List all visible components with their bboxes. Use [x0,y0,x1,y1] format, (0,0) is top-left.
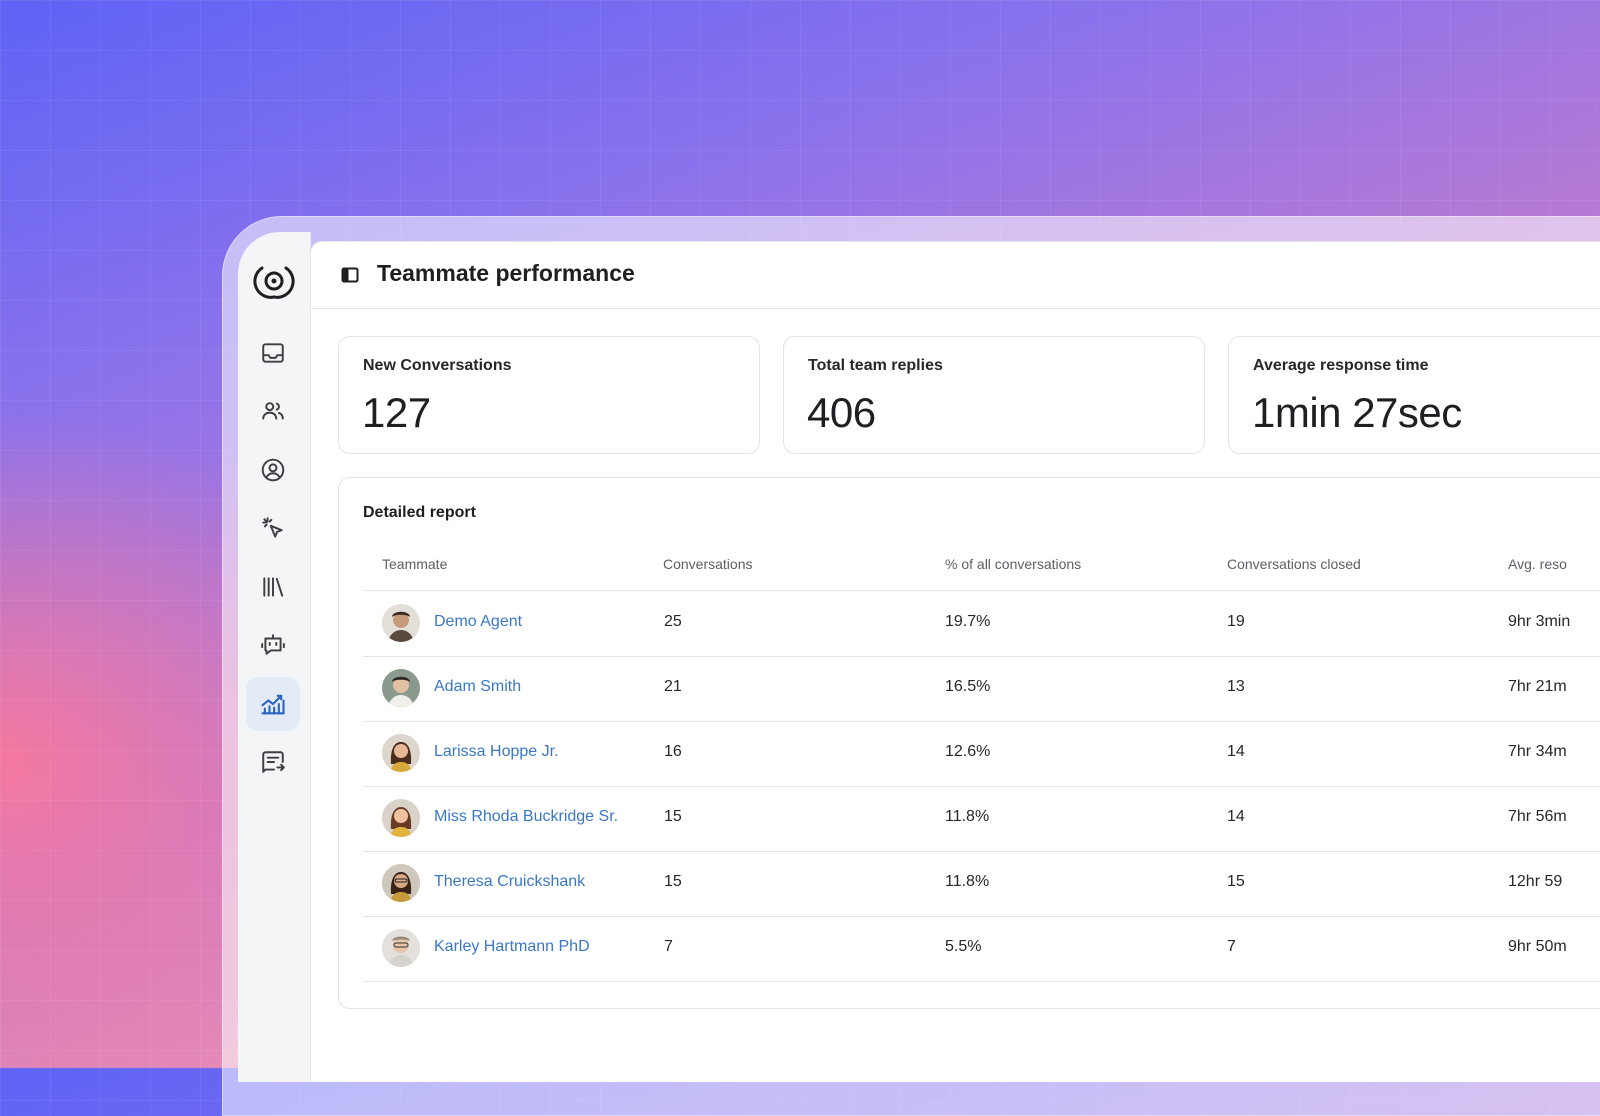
library-icon [263,577,284,597]
percent-cell: 11.8% [945,873,990,890]
bot-icon [261,634,285,655]
teammate-link[interactable]: Karley Hartmann PhD [434,938,590,955]
percent-cell: 16.5% [945,678,991,695]
closed-cell: 7 [1227,938,1236,955]
detailed-report: Detailed report Teammate Conversations %… [338,477,1600,1009]
table-header: Teammate Conversations % of all conversa… [363,544,1600,591]
nav-library[interactable] [246,560,300,614]
sidebar [238,232,311,1082]
message-forward-icon [262,751,285,773]
percent-cell: 5.5% [945,938,982,955]
conversations-cell: 15 [664,808,682,825]
avatar [382,604,420,642]
teammate-link[interactable]: Demo Agent [434,613,523,630]
teammate-link[interactable]: Theresa Cruickshank [434,873,586,890]
avg-resolution-cell: 9hr 50m [1508,938,1567,955]
avatar [382,929,420,967]
table-row[interactable]: Miss Rhoda Buckridge Sr. 15 11.8% 14 7hr… [363,786,1600,852]
closed-cell: 15 [1227,873,1245,890]
nav-reports[interactable] [246,677,300,731]
inbox-icon [262,343,284,363]
avatar [382,669,420,707]
conversations-cell: 15 [664,873,682,890]
page-header: Teammate performance [311,242,1600,309]
nav-bot[interactable] [246,618,300,672]
column-header-conversations[interactable]: Conversations [663,556,753,572]
closed-cell: 14 [1227,808,1245,825]
stat-value: 1min 27sec [1252,389,1462,436]
stat-card-new-conversations[interactable]: New Conversations 127 [338,336,760,454]
table-row[interactable]: Adam Smith 21 16.5% 13 7hr 21m [363,656,1600,722]
reports-chart-icon [261,694,285,715]
teammate-link[interactable]: Miss Rhoda Buckridge Sr. [434,808,619,825]
percent-cell: 11.8% [945,808,990,825]
teammate-link[interactable]: Adam Smith [434,678,522,695]
nav-inbox[interactable] [246,326,300,380]
table-row[interactable]: Theresa Cruickshank 15 11.8% 15 12hr 59 [363,851,1600,917]
stat-card-avg-response[interactable]: Average response time 1min 27sec [1228,336,1600,454]
avg-resolution-cell: 9hr 3min [1508,613,1571,630]
stat-value: 127 [362,389,431,436]
avg-resolution-cell: 7hr 56m [1508,808,1567,825]
column-header-closed[interactable]: Conversations closed [1227,556,1361,572]
report-title: Detailed report [363,504,476,521]
closed-cell: 13 [1227,678,1245,695]
logo-icon[interactable] [251,258,297,304]
closed-cell: 14 [1227,743,1245,760]
stat-label: New Conversations [363,357,512,374]
sidebar-toggle-icon[interactable] [341,266,359,284]
page-title: Teammate performance [377,260,635,286]
conversations-cell: 21 [664,678,682,695]
nav-team[interactable] [246,384,300,438]
avatar [382,799,420,837]
table-row[interactable]: Demo Agent 25 19.7% 19 9hr 3min [363,591,1600,657]
nav-messages[interactable] [246,735,300,789]
table-row[interactable]: Larissa Hoppe Jr. 16 12.6% 14 7hr 34m [363,721,1600,787]
column-header-percent[interactable]: % of all conversations [945,556,1082,572]
conversations-cell: 16 [664,743,682,760]
team-icon [262,402,284,420]
percent-cell: 19.7% [945,613,991,630]
sparkle-cursor-icon [262,517,283,538]
table-row[interactable]: Karley Hartmann PhD 7 5.5% 7 9hr 50m [363,916,1600,982]
nav-automation[interactable] [246,501,300,555]
avatar [382,864,420,902]
stat-value: 406 [807,389,876,436]
avg-resolution-cell: 12hr 59 [1508,873,1563,890]
conversations-cell: 7 [664,938,673,955]
column-header-avg-resolution[interactable]: Avg. reso [1508,556,1567,572]
avatar [382,734,420,772]
contacts-icon [261,458,285,482]
conversations-cell: 25 [664,613,682,630]
teammate-link[interactable]: Larissa Hoppe Jr. [434,743,559,760]
stat-card-total-replies[interactable]: Total team replies 406 [783,336,1205,454]
nav-contacts[interactable] [246,443,300,497]
column-header-teammate[interactable]: Teammate [382,556,448,572]
stat-label: Average response time [1253,357,1429,374]
avg-resolution-cell: 7hr 21m [1508,678,1567,695]
avg-resolution-cell: 7hr 34m [1508,743,1567,760]
percent-cell: 12.6% [945,743,991,760]
main-panel: Teammate performance New Conversations 1… [310,241,1600,1082]
closed-cell: 19 [1227,613,1245,630]
stat-label: Total team replies [808,357,943,374]
